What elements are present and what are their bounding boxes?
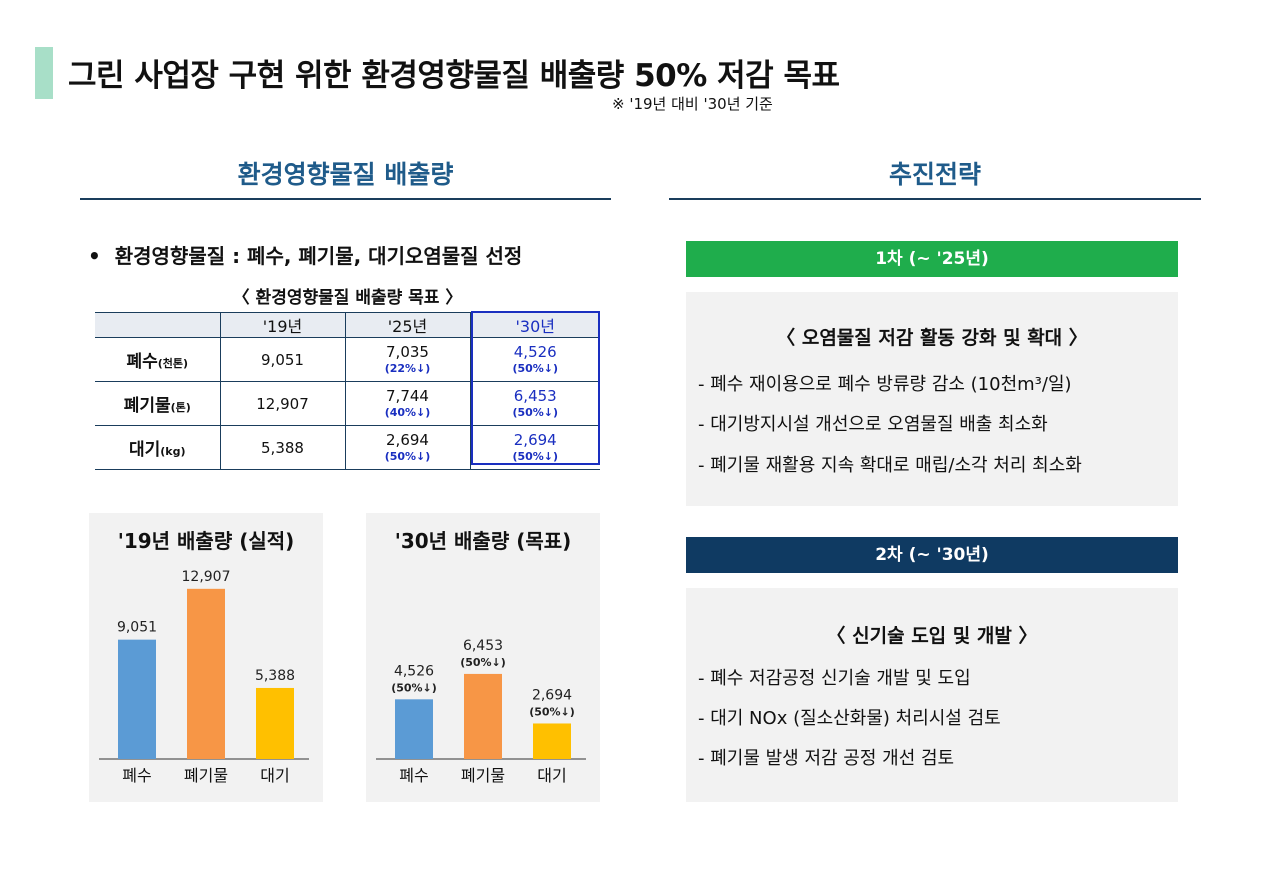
header-2030: '30년	[469, 312, 600, 338]
chart-pct-label: (50%↓)	[460, 656, 506, 669]
chart-pct-label: (50%↓)	[529, 705, 575, 718]
phase1-item: - 폐수 재이용으로 폐수 방류량 감소 (10천m³/일)	[698, 374, 1072, 395]
chart-bar	[464, 673, 502, 759]
baseline-note: ※ '19년 대비 '30년 기준	[612, 95, 773, 113]
cell-2030: 4,526 (50%↓)	[469, 337, 600, 382]
table-row: 폐수(천톤) 9,051 7,035 (22%↓) 4,526 (50%↓)	[95, 337, 600, 382]
chart-category-label: 폐수	[122, 766, 151, 785]
emissions-section-title: 환경영향물질 배출량	[237, 160, 454, 189]
chart-bar	[533, 723, 571, 759]
phase2-item: - 대기 NOx (질소산화물) 처리시설 검토	[698, 708, 1001, 729]
cell-2030: 2,694 (50%↓)	[469, 425, 600, 470]
chart-2030-svg: 4,526 (50%↓) 폐수 6,453 (50%↓) 폐기물 2,694 (50%↓) 대기	[376, 638, 586, 785]
table-row: 대기(kg) 5,388 2,694 (50%↓) 2,694 (50%↓)	[95, 425, 600, 470]
row-label: 대기(kg)	[95, 425, 220, 470]
table-row: 폐기물(톤) 12,907 7,744 (40%↓) 6,453 (50%↓)	[95, 381, 600, 426]
chart-category-label: 폐기물	[184, 766, 228, 785]
emissions-section-rule	[80, 198, 611, 200]
phase1-item: - 대기방지시설 개선으로 오염물질 배출 최소화	[698, 414, 1048, 435]
title-accent-bar	[35, 47, 53, 99]
chart-bar	[187, 588, 225, 759]
phase1-item: - 폐기물 재활용 지속 확대로 매립/소각 처리 최소화	[698, 455, 1082, 476]
table-caption: 〈 환경영향물질 배출량 목표 〉	[232, 288, 463, 308]
phase2-item: - 폐기물 발생 저감 공정 개선 검토	[698, 748, 955, 769]
chart-2019-title: '19년 배출량 (실적)	[117, 529, 295, 553]
chart-2019-panel: '19년 배출량 (실적) 9,051 폐수 12,907 폐기물 5,388 대기	[89, 513, 323, 802]
phase2-heading: 〈 신기술 도입 및 개발 〉	[826, 625, 1038, 647]
emissions-target-table: '19년 '25년 '30년 폐수(천톤) 9,051 7,035 (22%↓) …	[95, 312, 600, 470]
chart-2030-panel: '30년 배출량 (목표) 4,526 (50%↓) 폐수 6,453 (50%↓) 폐기…	[366, 513, 600, 802]
chart-value-label: 9,051	[117, 620, 157, 636]
cell-2025: 7,035 (22%↓)	[344, 337, 470, 382]
chart-bar	[395, 699, 433, 759]
page-title: 그린 사업장 구현 위한 환경영향물질 배출량 50% 저감 목표	[68, 58, 840, 94]
table-header-row: '19년 '25년 '30년	[95, 312, 600, 338]
bullet-dot: •	[88, 244, 115, 268]
cell-2025: 7,744 (40%↓)	[344, 381, 470, 426]
chart-category-label: 대기	[537, 766, 566, 785]
chart-value-label: 12,907	[182, 569, 231, 585]
row-label: 폐기물(톤)	[95, 381, 220, 426]
phase2-label-bar: 2차 (~ '30년)	[686, 537, 1178, 573]
chart-category-label: 폐기물	[461, 766, 505, 785]
strategy-section-rule	[669, 198, 1201, 200]
chart-2019-svg: 9,051 폐수 12,907 폐기물 5,388 대기	[99, 569, 309, 785]
substance-selection-bullet: • 환경영향물질 : 폐수, 폐기물, 대기오염물질 선정	[88, 240, 522, 269]
phase1-label-bar: 1차 (~ '25년)	[686, 241, 1178, 277]
phase1-box: 〈 오염물질 저감 활동 강화 및 확대 〉 - 폐수 재이용으로 폐수 방류량…	[686, 292, 1178, 506]
chart-value-label: 6,453	[463, 638, 503, 654]
phase1-heading: 〈 오염물질 저감 활동 강화 및 확대 〉	[776, 327, 1088, 349]
cell-2019: 5,388	[219, 425, 345, 470]
chart-bar	[118, 639, 156, 759]
row-label: 폐수(천톤)	[95, 337, 220, 382]
chart-value-label: 4,526	[394, 663, 434, 679]
cell-2030: 6,453 (50%↓)	[469, 381, 600, 426]
header-blank	[95, 312, 220, 338]
chart-value-label: 2,694	[532, 687, 572, 703]
chart-pct-label: (50%↓)	[391, 681, 437, 694]
header-2025: '25년	[344, 312, 470, 338]
chart-bar	[256, 687, 294, 759]
phase2-item: - 폐수 저감공정 신기술 개발 및 도입	[698, 668, 971, 689]
cell-2019: 12,907	[219, 381, 345, 426]
chart-2030-title: '30년 배출량 (목표)	[394, 529, 572, 553]
header-2019: '19년	[219, 312, 345, 338]
cell-2025: 2,694 (50%↓)	[344, 425, 470, 470]
chart-category-label: 폐수	[399, 766, 428, 785]
chart-value-label: 5,388	[255, 668, 295, 684]
chart-category-label: 대기	[260, 766, 289, 785]
strategy-section-title: 추진전략	[888, 160, 981, 189]
cell-2019: 9,051	[219, 337, 345, 382]
phase2-box: 〈 신기술 도입 및 개발 〉 - 폐수 저감공정 신기술 개발 및 도입 - …	[686, 588, 1178, 802]
bullet-text: 환경영향물질 : 폐수, 폐기물, 대기오염물질 선정	[114, 244, 523, 268]
